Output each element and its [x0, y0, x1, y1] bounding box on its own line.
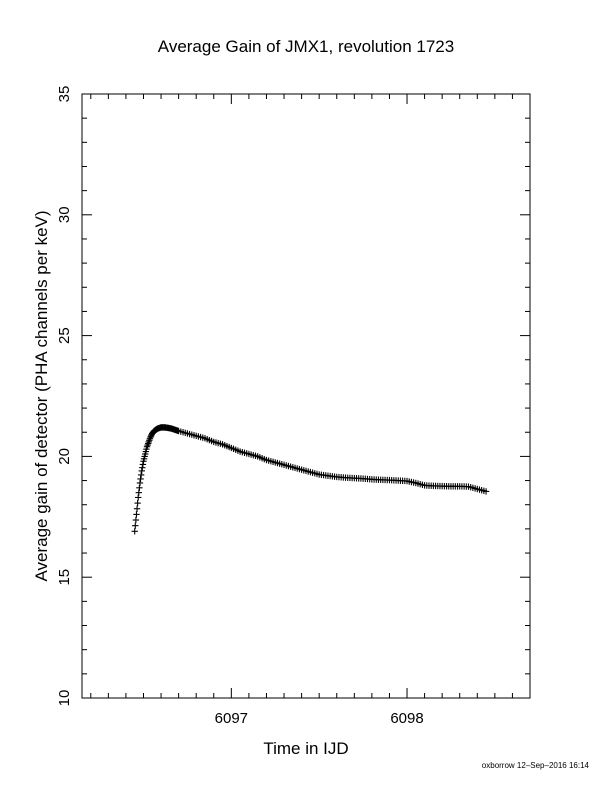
plot-area-frame — [81, 93, 531, 699]
data-point-marker — [138, 467, 145, 475]
y-tick-label: 35 — [56, 86, 73, 103]
y-tick-label: 20 — [56, 448, 73, 465]
data-point-marker — [137, 471, 145, 479]
data-point-marker — [139, 461, 147, 468]
y-axis-tick-labels: 10 15 20 25 30 35 — [56, 86, 73, 707]
y-tick-label: 10 — [56, 690, 73, 707]
x-axis-ticks — [90, 94, 531, 698]
data-point-marker — [136, 484, 143, 492]
x-tick-label: 6098 — [390, 710, 423, 727]
x-axis-tick-labels: 6097 6098 — [215, 710, 424, 727]
footer-credit: oxborrow 12–Sep–2016 16:14 — [482, 761, 590, 770]
y-axis-label: Average gain of detector (PHA channels p… — [32, 210, 51, 581]
x-tick-label: 6097 — [215, 710, 248, 727]
data-point-marker — [133, 505, 141, 512]
y-tick-label: 30 — [56, 206, 73, 223]
data-point-marker — [135, 489, 143, 496]
data-point-marker — [136, 479, 144, 487]
data-point-marker — [132, 516, 140, 524]
y-tick-label: 15 — [56, 569, 73, 586]
data-point-marker — [137, 475, 144, 483]
data-point-marker — [133, 511, 140, 518]
data-point-marker — [135, 494, 142, 501]
x-axis-label: Time in IJD — [263, 739, 348, 758]
data-point-marker — [134, 499, 141, 507]
data-point-marker — [132, 522, 139, 529]
data-point-marker — [482, 488, 490, 495]
data-point-marker — [131, 528, 138, 535]
y-axis-ticks — [82, 93, 530, 699]
data-point-marker — [139, 464, 146, 471]
chart-title: Average Gain of JMX1, revolution 1723 — [158, 37, 454, 56]
data-series-markers — [131, 424, 490, 535]
y-tick-label: 25 — [56, 327, 73, 344]
